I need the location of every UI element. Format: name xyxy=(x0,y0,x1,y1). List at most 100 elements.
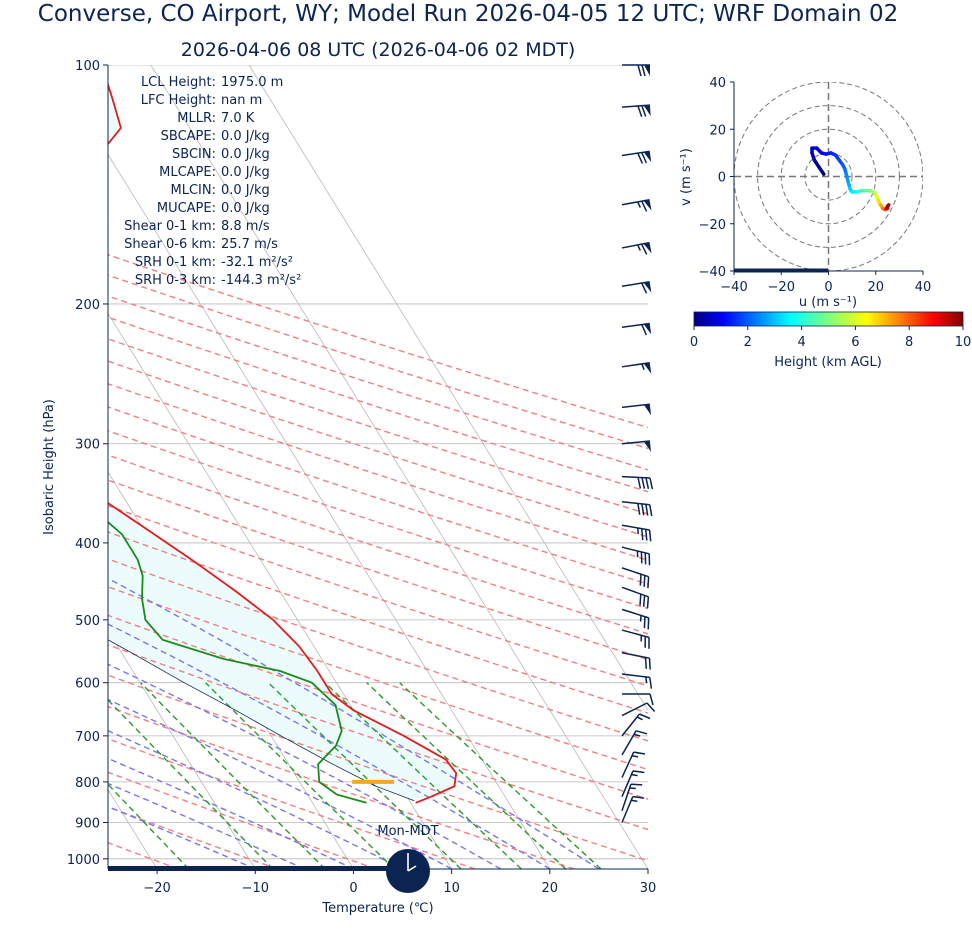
hodograph-x-tick-label: −20 xyxy=(768,280,795,295)
wind-barb-half xyxy=(637,244,641,251)
wind-barb xyxy=(621,403,652,416)
wind-barb-full xyxy=(642,595,646,607)
y-tick-label: 800 xyxy=(75,776,100,791)
wind-barb xyxy=(621,651,651,670)
dry-adiabat xyxy=(108,254,648,429)
wind-barb-full xyxy=(641,200,648,212)
wind-barb-half xyxy=(641,363,645,370)
wind-barb-full xyxy=(645,504,649,516)
wind-barb-full xyxy=(649,677,653,689)
wind-barb-shaft xyxy=(621,501,650,506)
isotherm-line xyxy=(108,471,354,869)
wind-barb-shaft xyxy=(621,608,649,619)
hodograph-base-bar xyxy=(734,268,828,273)
parameter-value: nan m xyxy=(221,93,262,108)
y-tick-label: 1000 xyxy=(67,853,100,868)
wind-barbs xyxy=(621,64,656,823)
dry-adiabat xyxy=(108,406,648,585)
dry-adiabat xyxy=(108,383,648,561)
wind-barb-shaft xyxy=(621,796,634,823)
wind-barb xyxy=(621,608,650,630)
wind-barb-half xyxy=(631,773,638,777)
dry-adiabat xyxy=(108,316,648,493)
parameter-label: Shear 0-1 km: xyxy=(124,219,216,234)
dry-adiabat xyxy=(108,531,648,714)
wind-barb-flag xyxy=(643,105,651,117)
wind-barb-shaft xyxy=(621,475,651,479)
wind-barb xyxy=(621,567,650,589)
dry-adiabat xyxy=(108,841,179,869)
wind-barb xyxy=(621,629,650,649)
skewt-plot: −20 −10 0 10 20 30 100 200 300 400 500 600 700 800 90… xyxy=(42,59,657,916)
hodograph-ylabel: v (m s⁻¹) xyxy=(679,148,694,206)
wind-barb-full xyxy=(641,282,648,294)
wind-barb xyxy=(621,730,648,756)
wind-barb-full xyxy=(647,617,650,630)
wind-barb-full xyxy=(641,105,647,117)
wind-barb-full xyxy=(645,477,650,490)
hodograph-x-tick-label: 40 xyxy=(915,280,932,295)
hodograph-segment xyxy=(884,203,891,211)
parameter-value: -32.1 m²/s² xyxy=(221,255,293,270)
dry-adiabat xyxy=(108,705,575,869)
skewt-plot-area xyxy=(108,65,648,869)
wind-barb-full xyxy=(637,105,643,118)
wind-barb-full xyxy=(640,243,648,255)
dewpoint-profile-line xyxy=(108,520,367,804)
hodograph-trace xyxy=(810,146,891,212)
height-colorbar: 0 2 4 6 8 10 Height (km AGL) xyxy=(690,311,972,370)
mixing-ratio-line xyxy=(140,682,326,869)
isotherm-line xyxy=(248,65,648,711)
wind-barb-full xyxy=(637,64,642,77)
y-tick-label: 900 xyxy=(75,816,100,831)
colorbar-tick-label: 10 xyxy=(955,335,972,350)
wind-barb xyxy=(621,475,654,490)
wind-barb xyxy=(621,150,652,164)
hodograph-y-tick-label: −20 xyxy=(699,218,726,233)
dry-adiabat xyxy=(108,274,648,450)
parcel-profile-line xyxy=(108,639,415,802)
clock-label: Mon-MDT xyxy=(377,824,438,839)
wind-barb xyxy=(621,198,652,212)
wind-barb-full xyxy=(639,594,642,606)
wind-barb-shaft xyxy=(621,673,650,679)
wind-barb-full xyxy=(649,693,654,706)
dry-adiabat xyxy=(108,674,648,862)
wind-barb-full xyxy=(635,730,648,735)
parameter-label: LCL Height: xyxy=(141,75,216,90)
parameter-value: 0.0 J/kg xyxy=(221,147,270,162)
colorbar-label: Height (km AGL) xyxy=(774,355,882,370)
wind-barb-flag xyxy=(643,323,652,335)
x-tick-label: 0 xyxy=(349,881,357,896)
mixing-ratio-line xyxy=(267,682,462,869)
wind-barb-shaft xyxy=(621,546,650,555)
y-tick-label: 600 xyxy=(75,677,100,692)
wind-barb xyxy=(621,546,651,566)
hodograph-y-tick-label: 40 xyxy=(709,76,726,91)
wind-barb xyxy=(621,702,656,717)
surface-bar xyxy=(108,866,404,871)
parameter-label: MLCIN: xyxy=(171,183,216,198)
wind-barb-shaft xyxy=(621,783,632,812)
hodograph-plot-area xyxy=(734,82,923,271)
x-tick-label: 30 xyxy=(640,881,657,896)
parameter-label: SRH 0-1 km: xyxy=(135,255,216,270)
parameter-value: 0.0 J/kg xyxy=(221,129,270,144)
x-tick-label: −10 xyxy=(242,881,269,896)
parameter-value: -144.3 m²/s² xyxy=(221,273,301,288)
isotherm-line xyxy=(108,153,551,869)
wind-barb-full xyxy=(637,477,642,489)
wind-barb-full xyxy=(646,702,656,712)
wind-barb-half xyxy=(631,799,638,803)
wind-barb-half xyxy=(633,733,641,737)
wind-barb xyxy=(621,280,652,294)
mixing-ratio-line xyxy=(108,783,190,869)
wind-barb-full xyxy=(641,152,648,164)
chart-title: Converse, CO Airport, WY; Model Run 2026… xyxy=(38,1,898,27)
wind-barb-half xyxy=(637,201,641,208)
mixing-ratio-line xyxy=(324,682,522,869)
wind-barb-shaft xyxy=(621,713,641,737)
wind-barb-flag xyxy=(643,441,651,452)
colorbar-tick-label: 6 xyxy=(851,335,859,350)
